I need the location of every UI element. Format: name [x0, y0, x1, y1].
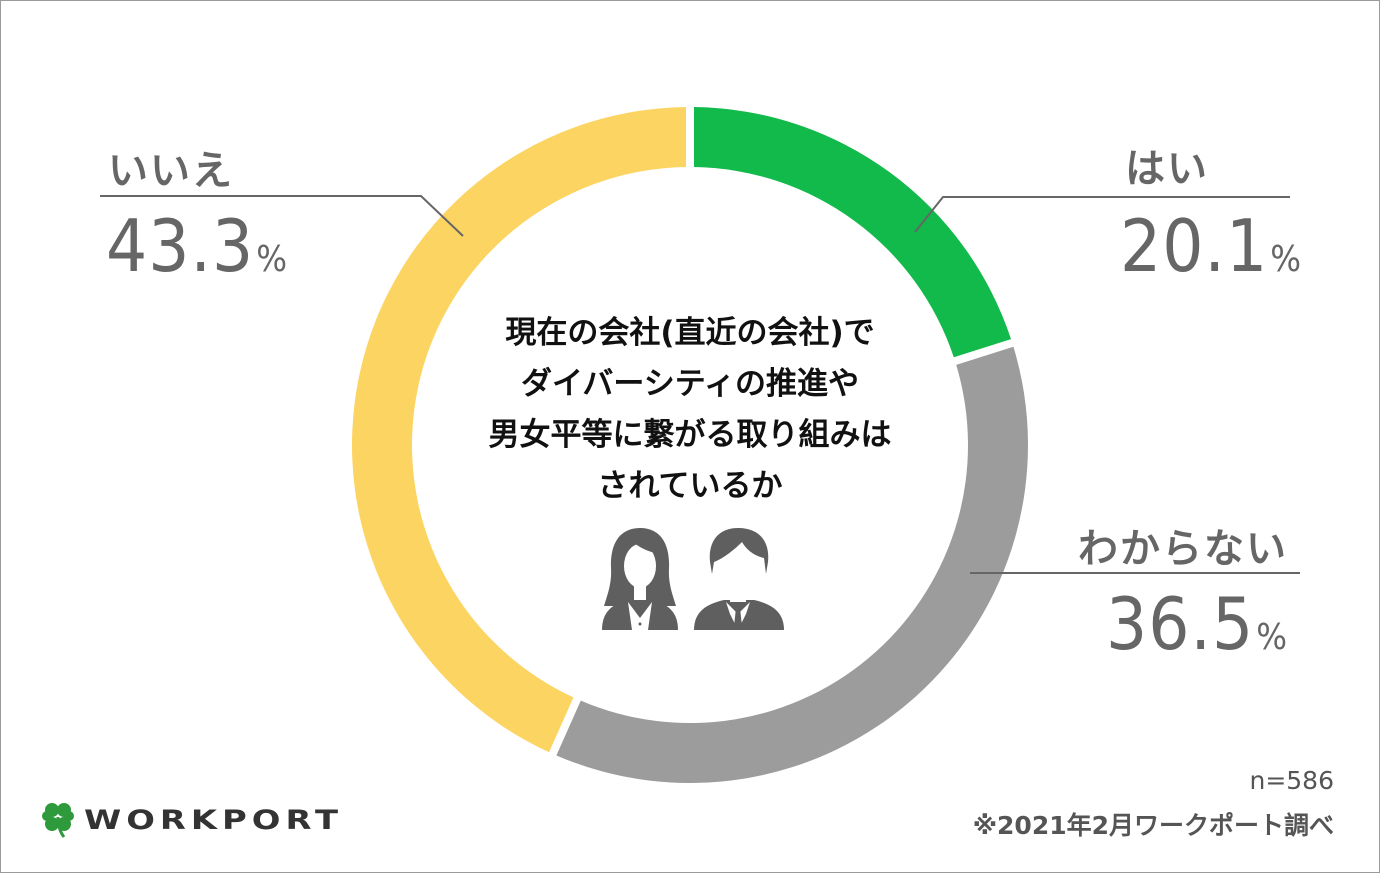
value-unknown: 36.5 [1106, 582, 1255, 666]
value-yes: 20.1 [1120, 204, 1269, 288]
sample-size: n=586 [1249, 766, 1334, 795]
question-line: ダイバーシティの推進や [521, 366, 859, 402]
donut-segment-no [351, 107, 687, 753]
brand-name: WORKPORT [84, 804, 343, 836]
label-unknown-category: わからない [1078, 526, 1288, 572]
question-line: されているか [597, 468, 783, 504]
workport-logo: WORKPORT [40, 800, 338, 840]
question-line: 現在の会社(直近の会社)で [505, 315, 875, 351]
value-no: 43.3 [106, 204, 255, 288]
clover-logo-icon [42, 803, 74, 838]
label-unknown-value: 36.5% [1106, 582, 1288, 666]
man-avatar-icon [694, 528, 784, 630]
leader-line-no [100, 195, 464, 237]
source-note: ※2021年2月ワークポート調べ [972, 811, 1334, 840]
donut-segment-unknown [556, 346, 1028, 784]
label-no-value: 43.3% [106, 204, 288, 288]
donut-segments [351, 107, 1028, 784]
label-yes-value: 20.1% [1120, 204, 1302, 288]
donut-segment-yes [693, 107, 1012, 358]
unit-yes: % [1270, 239, 1302, 280]
unit-unknown: % [1256, 617, 1288, 658]
unit-no: % [256, 239, 288, 280]
question-line: 男女平等に繋がる取り組みは [488, 417, 892, 453]
woman-avatar-icon [602, 528, 678, 630]
label-no-category: いいえ [108, 148, 234, 194]
chart-question: 現在の会社(直近の会社)で ダイバーシティの推進や 男女平等に繋がる取り組みは … [440, 308, 940, 512]
people-icons [602, 528, 784, 630]
leader-line-yes [914, 196, 1290, 233]
label-yes-category: はい [1125, 146, 1209, 192]
